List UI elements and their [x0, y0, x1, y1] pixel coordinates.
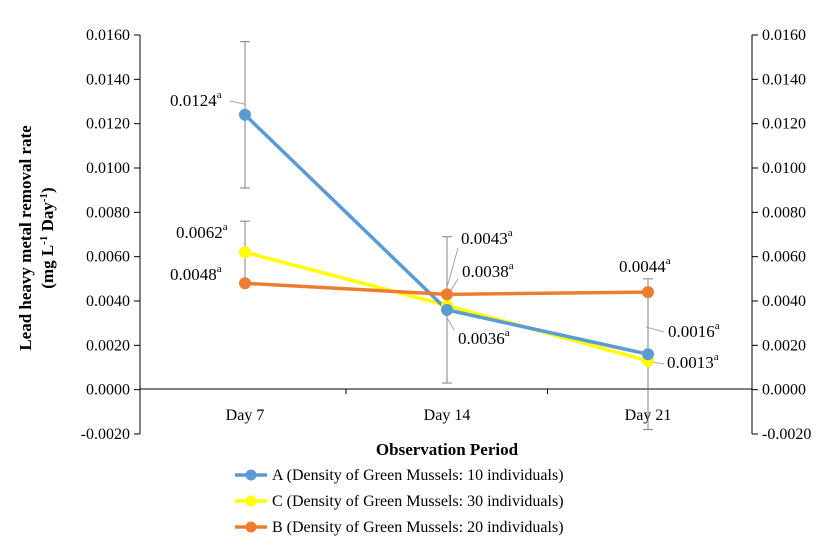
y-tick-label-right: -0.0020 — [762, 426, 811, 443]
data-label: 0.0016a — [668, 320, 720, 341]
data-point — [239, 246, 251, 259]
data-label: 0.0062a — [176, 221, 228, 242]
legend-label: C (Density of Green Mussels: 30 individu… — [272, 493, 564, 510]
y-tick-label-right: 0.0140 — [762, 71, 806, 88]
data-point — [239, 277, 251, 290]
x-tick-label: Day 7 — [226, 407, 265, 424]
data-point — [239, 108, 251, 121]
data-label-leader — [445, 247, 459, 292]
y-tick-label-left: 0.0040 — [86, 293, 130, 310]
data-label-leader — [444, 313, 455, 331]
y-tick-label-left: 0.0060 — [86, 249, 130, 266]
data-point — [642, 286, 654, 299]
y-tick-label-right: 0.0040 — [762, 293, 806, 310]
data-label: 0.0124a — [170, 89, 222, 110]
data-label: 0.0048a — [170, 263, 222, 284]
data-label: 0.0038a — [462, 260, 514, 281]
legend-swatch-marker — [245, 521, 257, 533]
legend-item: B (Density of Green Mussels: 20 individu… — [235, 519, 564, 536]
x-tick-label: Day 14 — [424, 407, 471, 424]
data-label: 0.0013a — [667, 351, 719, 372]
legend-item: C (Density of Green Mussels: 30 individu… — [235, 493, 564, 510]
y-tick-label-right: 0.0020 — [762, 337, 806, 354]
data-label: 0.0036a — [458, 327, 510, 348]
y-tick-label-right: 0.0160 — [762, 27, 806, 44]
y-tick-label-right: 0.0120 — [762, 116, 806, 133]
y-tick-label-left: 0.0020 — [86, 337, 130, 354]
y-tick-label-right: 0.0060 — [762, 249, 806, 266]
y-axis-title: Lead heavy metal removal rate (mg L-1 Da… — [16, 125, 57, 351]
y-tick-label-right: 0.0100 — [762, 160, 806, 177]
y-tick-label-left: 0.0000 — [86, 382, 130, 399]
x-axis-title: Observation Period — [376, 440, 519, 459]
y-axis-title-line1: Lead heavy metal removal rate — [16, 125, 35, 351]
legend-label: A (Density of Green Mussels: 10 individu… — [272, 467, 564, 484]
legend-swatch-marker — [245, 469, 257, 481]
legend-label: B (Density of Green Mussels: 20 individu… — [272, 519, 564, 536]
data-label: 0.0043a — [461, 227, 513, 248]
data-label-leader — [651, 361, 665, 365]
data-label-leader — [229, 100, 245, 105]
data-label-leader — [645, 326, 665, 333]
y-tick-label-left: 0.0160 — [86, 27, 130, 44]
legend-item: A (Density of Green Mussels: 10 individu… — [235, 467, 564, 484]
y-tick-label-left: 0.0080 — [86, 204, 130, 221]
y-tick-label-right: 0.0080 — [762, 204, 806, 221]
y-tick-label-left: 0.0120 — [86, 116, 130, 133]
y-tick-label-left: 0.0100 — [86, 160, 130, 177]
legend-swatch-marker — [245, 495, 257, 507]
data-point — [441, 303, 453, 316]
y-axis-title-line2: (mg L-1 Day-1) — [38, 187, 57, 288]
y-tick-label-left: -0.0020 — [81, 426, 130, 443]
y-tick-label-left: 0.0140 — [86, 71, 130, 88]
legend: A (Density of Green Mussels: 10 individu… — [235, 467, 564, 536]
data-point — [441, 288, 453, 301]
data-point — [642, 348, 654, 361]
y-tick-label-right: 0.0000 — [762, 382, 806, 399]
data-label: 0.0044a — [619, 255, 671, 276]
